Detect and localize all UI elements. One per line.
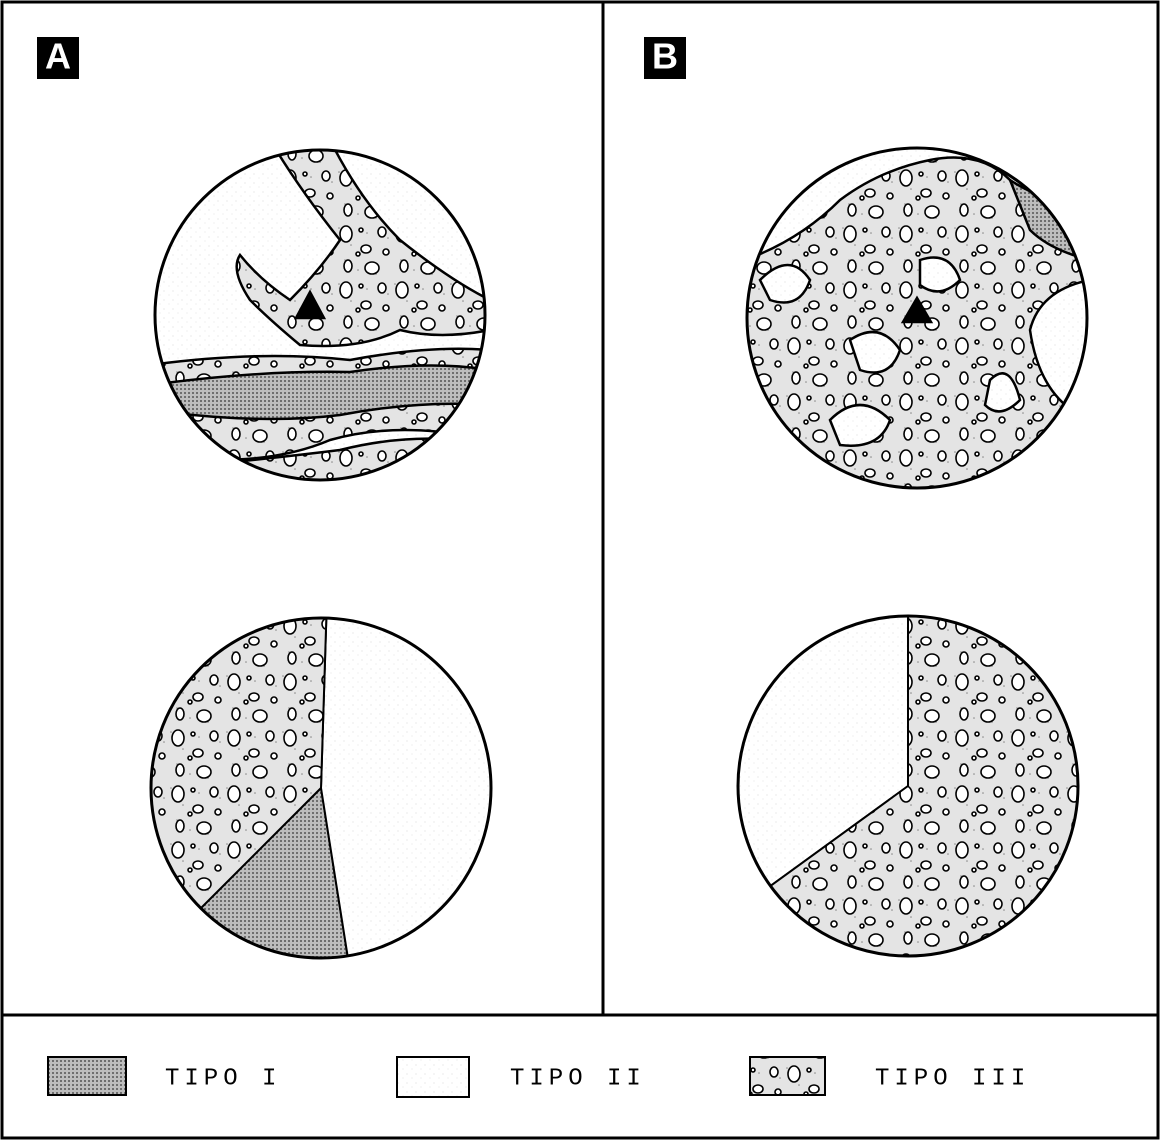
legend-swatch bbox=[750, 1057, 825, 1095]
legend-label: TIPO II bbox=[510, 1065, 646, 1092]
legend-swatch bbox=[397, 1057, 469, 1097]
micrograph bbox=[150, 140, 490, 490]
pie-slice bbox=[321, 618, 491, 956]
figure: A B TIPO I TIPO II TIPO III bbox=[0, 0, 1160, 1140]
legend-swatch bbox=[48, 1057, 126, 1095]
legend: TIPO I TIPO II TIPO III bbox=[48, 1057, 1030, 1097]
panel-label: A bbox=[45, 36, 71, 77]
panel-label: B bbox=[652, 36, 678, 77]
legend-label: TIPO III bbox=[875, 1065, 1030, 1092]
legend-label: TIPO I bbox=[165, 1065, 281, 1092]
